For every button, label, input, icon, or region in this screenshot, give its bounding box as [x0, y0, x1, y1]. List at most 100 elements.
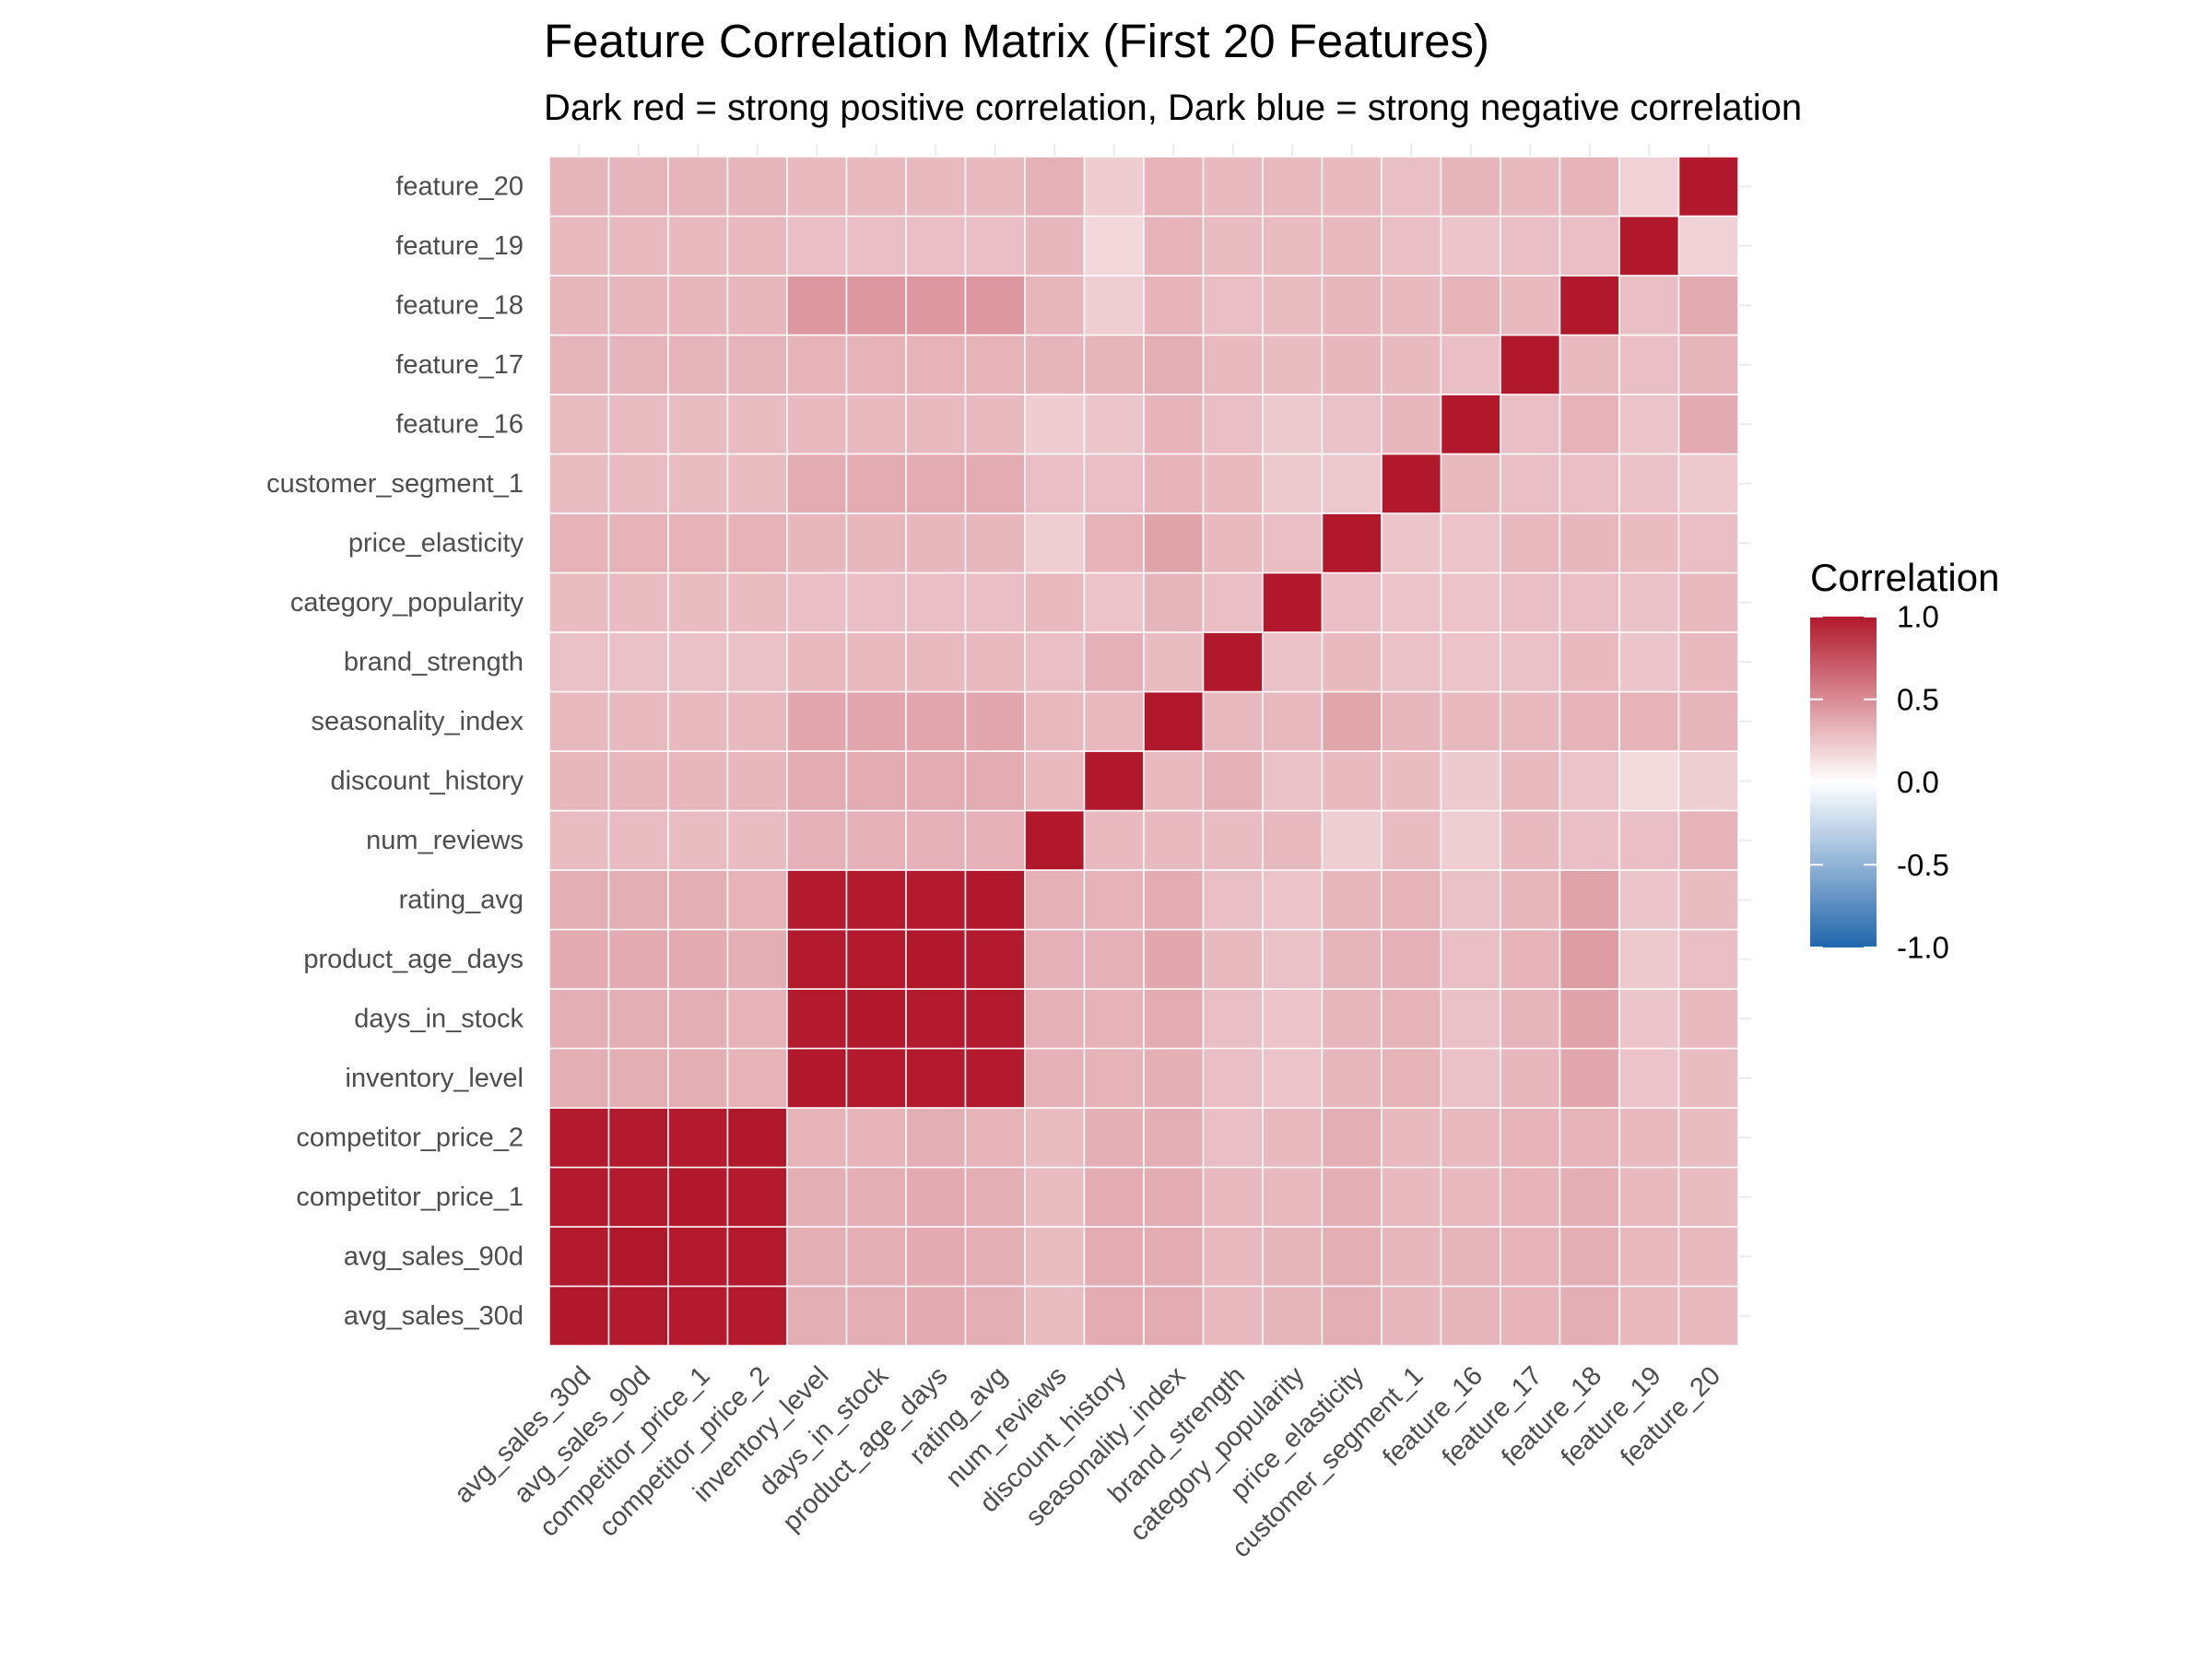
heatmap-cell: [1321, 869, 1382, 931]
heatmap-cell: [1143, 156, 1205, 218]
heatmap-cell: [1321, 1285, 1382, 1347]
heatmap-cell: [1083, 928, 1145, 990]
heatmap-cell: [964, 631, 1026, 693]
heatmap-cell: [726, 156, 788, 218]
heatmap-cell: [1024, 988, 1086, 1050]
heatmap-cell: [1559, 275, 1620, 336]
heatmap-cell: [1559, 1047, 1620, 1109]
heatmap-cell: [1559, 156, 1620, 218]
heatmap-cell: [905, 809, 967, 871]
heatmap-cell: [1202, 928, 1264, 990]
heatmap-cell: [667, 928, 729, 990]
heatmap-cell: [1677, 809, 1739, 871]
heatmap-cell: [1143, 928, 1205, 990]
heatmap-cell: [1618, 394, 1680, 455]
heatmap-cell: [1262, 1285, 1324, 1347]
heatmap-cell: [1440, 512, 1501, 574]
heatmap-cell: [1677, 631, 1739, 693]
heatmap-cell: [1262, 1226, 1324, 1288]
heatmap-cell: [1083, 690, 1145, 752]
heatmap-cell: [1143, 571, 1205, 633]
heatmap-cell: [1381, 750, 1442, 812]
heatmap-cell: [845, 750, 907, 812]
heatmap-cell: [726, 928, 788, 990]
heatmap-cell: [786, 571, 848, 633]
heatmap-cell: [1202, 690, 1264, 752]
heatmap-cell: [905, 275, 967, 336]
heatmap-cell: [1500, 1107, 1561, 1169]
heatmap-cell: [548, 571, 610, 633]
heatmap-cell: [607, 156, 669, 218]
heatmap-cell: [964, 215, 1026, 276]
heatmap-cell: [1500, 988, 1561, 1050]
heatmap-cell: [1618, 571, 1680, 633]
heatmap-cell: [1202, 750, 1264, 812]
y-tick-label: feature_17: [395, 350, 524, 380]
y-tick-label: price_elasticity: [348, 528, 524, 558]
heatmap-cell: [905, 334, 967, 395]
heatmap-cell: [1381, 156, 1442, 218]
heatmap-cell: [1321, 750, 1382, 812]
heatmap-cell: [1024, 156, 1086, 218]
heatmap-cell: [607, 690, 669, 752]
heatmap-cell: [1677, 394, 1739, 455]
heatmap-cell: [845, 1285, 907, 1347]
heatmap-cell: [1321, 928, 1382, 990]
heatmap-cell: [1381, 275, 1442, 336]
heatmap-cell: [1202, 275, 1264, 336]
heatmap-cell: [786, 512, 848, 574]
heatmap-cell: [1262, 156, 1324, 218]
x-axis-tick-labels: avg_sales_30davg_sales_90dcompetitor_pri…: [449, 1360, 1726, 1563]
heatmap-cell: [1024, 334, 1086, 395]
heatmap-cell: [607, 394, 669, 455]
y-tick-label: feature_18: [395, 290, 524, 320]
heatmap-cell: [1500, 394, 1561, 455]
heatmap-cell: [548, 275, 610, 336]
heatmap-cell: [1500, 690, 1561, 752]
heatmap-cell: [548, 1285, 610, 1347]
heatmap-cell: [1677, 1166, 1739, 1228]
heatmap-cell: [1262, 809, 1324, 871]
heatmap-cells: [548, 156, 1739, 1347]
heatmap-cell: [1381, 1047, 1442, 1109]
heatmap-cell: [1262, 869, 1324, 931]
heatmap-cell: [726, 690, 788, 752]
heatmap-cell: [1440, 1107, 1501, 1169]
heatmap-cell: [845, 1226, 907, 1288]
heatmap-cell: [1618, 1107, 1680, 1169]
heatmap-cell: [1202, 988, 1264, 1050]
heatmap-cell: [845, 334, 907, 395]
heatmap-cell: [1500, 156, 1561, 218]
heatmap-cell: [845, 275, 907, 336]
heatmap-cell: [1321, 334, 1382, 395]
heatmap-cell: [786, 690, 848, 752]
heatmap-cell: [1559, 869, 1620, 931]
heatmap-cell: [1321, 1107, 1382, 1169]
heatmap-cell: [1559, 928, 1620, 990]
y-tick-label: feature_19: [395, 231, 524, 261]
heatmap-cell: [1559, 988, 1620, 1050]
heatmap-cell: [726, 1285, 788, 1347]
heatmap-cell: [726, 809, 788, 871]
heatmap-cell: [1381, 809, 1442, 871]
heatmap-cell: [607, 750, 669, 812]
heatmap-cell: [607, 334, 669, 395]
heatmap-cell: [548, 394, 610, 455]
heatmap-cell: [1381, 690, 1442, 752]
heatmap-cell: [1559, 571, 1620, 633]
heatmap-cell: [667, 631, 729, 693]
heatmap-cell: [1262, 275, 1324, 336]
heatmap-cell: [607, 571, 669, 633]
heatmap-cell: [964, 1047, 1026, 1109]
heatmap-cell: [1083, 809, 1145, 871]
heatmap-cell: [1083, 394, 1145, 455]
heatmap-cell: [1321, 571, 1382, 633]
heatmap-cell: [1143, 869, 1205, 931]
heatmap-cell: [1024, 1285, 1086, 1347]
heatmap-cell: [1202, 809, 1264, 871]
heatmap-cell: [1559, 750, 1620, 812]
heatmap-cell: [964, 988, 1026, 1050]
heatmap-cell: [548, 928, 610, 990]
heatmap-cell: [1262, 631, 1324, 693]
heatmap-cell: [964, 1166, 1026, 1228]
